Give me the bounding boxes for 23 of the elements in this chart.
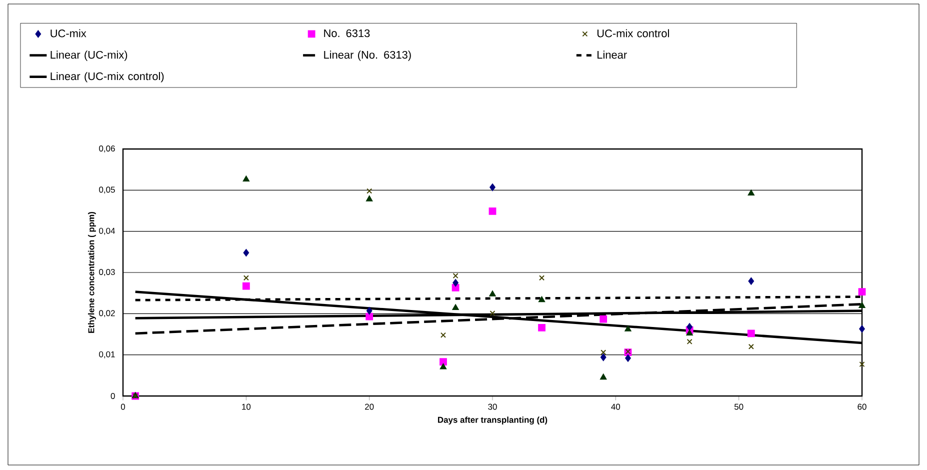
legend-label: Linear (No. 6313) [324,50,411,61]
legend-label: UC-mix control [597,29,669,38]
x-axis-title: Days after transplanting (d) [438,416,548,425]
x-tick-label: 10 [242,404,251,410]
x-tick-label: 50 [734,404,744,410]
y-tick-label: 0,03 [99,269,115,276]
x-tick-label: 40 [611,404,620,410]
y-tick-label: 0 [110,393,115,399]
legend-label: Linear [598,50,627,59]
legend-label: No. 6313 [324,29,370,38]
x-tick-label: 30 [488,404,497,410]
y-axis-title: Ethylene concentration ( ppm) [88,212,96,333]
y-tick-label: 0,01 [99,351,115,358]
y-tick-label: 0,04 [99,228,115,235]
legend-label: Linear (UC-mix control) [50,72,164,82]
y-tick-label: 0,06 [99,146,115,152]
y-tick-label: 0,02 [99,310,115,318]
x-tick-label: 20 [365,404,374,410]
y-tick-label: 0,05 [99,186,115,194]
x-tick-label: 60 [858,404,866,410]
legend-label: UC-mix [50,29,86,38]
legend-label: Linear (UC-mix) [50,50,128,61]
x-tick-label: 0 [120,404,126,410]
